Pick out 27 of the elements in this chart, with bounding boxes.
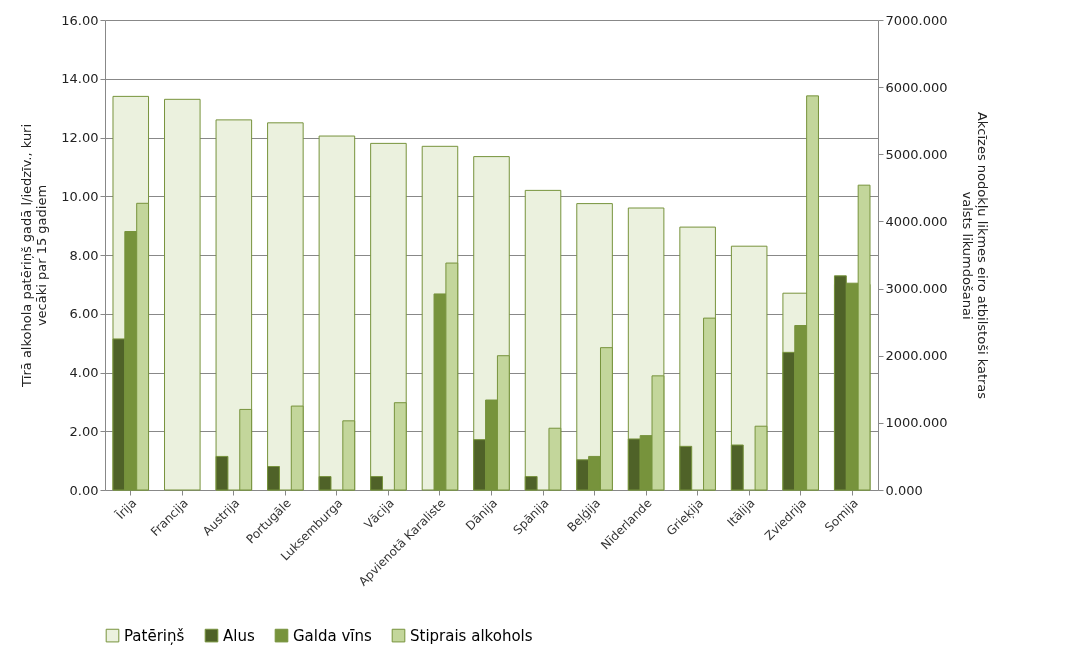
y2-tick-label: 1000.000 [885,415,948,431]
y2-tick-label: 4000.000 [885,213,948,229]
y2-tick-label: 0.000 [885,482,923,498]
y-tick-label: 14.00 [61,71,99,87]
legend-label: Stiprais alkohols [410,626,533,645]
y-tick-label: 2.00 [69,423,99,439]
x-tick-label: Īrija [113,496,140,522]
y2-axis-title: Akcīzes nodokļu likmes eiro atbilstoši katras valsts likumdošanai [959,111,990,400]
y2-tick-label: 5000.000 [885,146,948,162]
bar [318,135,356,491]
legend-label: Galda vīns [293,626,373,645]
y2-tick-label: 7000.000 [885,12,948,28]
y-tick-label: 4.00 [69,365,99,380]
y-axis-title: Tīrā alkohola patēriņš gadā l/iedzīv., kuri vecāki par 15 gadiem [19,123,50,389]
y-tick-label: 8.00 [69,247,99,263]
y2-tick-label: 3000.000 [885,281,948,297]
y-tick-label: 12.00 [61,130,99,145]
legend-label: Patēriņš [124,626,185,645]
bar [524,189,562,491]
y2-tick-label: 6000.000 [885,79,948,95]
y-tick-label: 0.00 [69,482,99,498]
y-tick-label: 6.00 [69,306,99,322]
y-tick-label: 10.00 [61,188,99,204]
y2-tick-label: 2000.000 [885,348,948,364]
y-tick-label: 16.00 [61,12,99,28]
bar [164,98,201,491]
legend-label: Alus [223,626,255,645]
